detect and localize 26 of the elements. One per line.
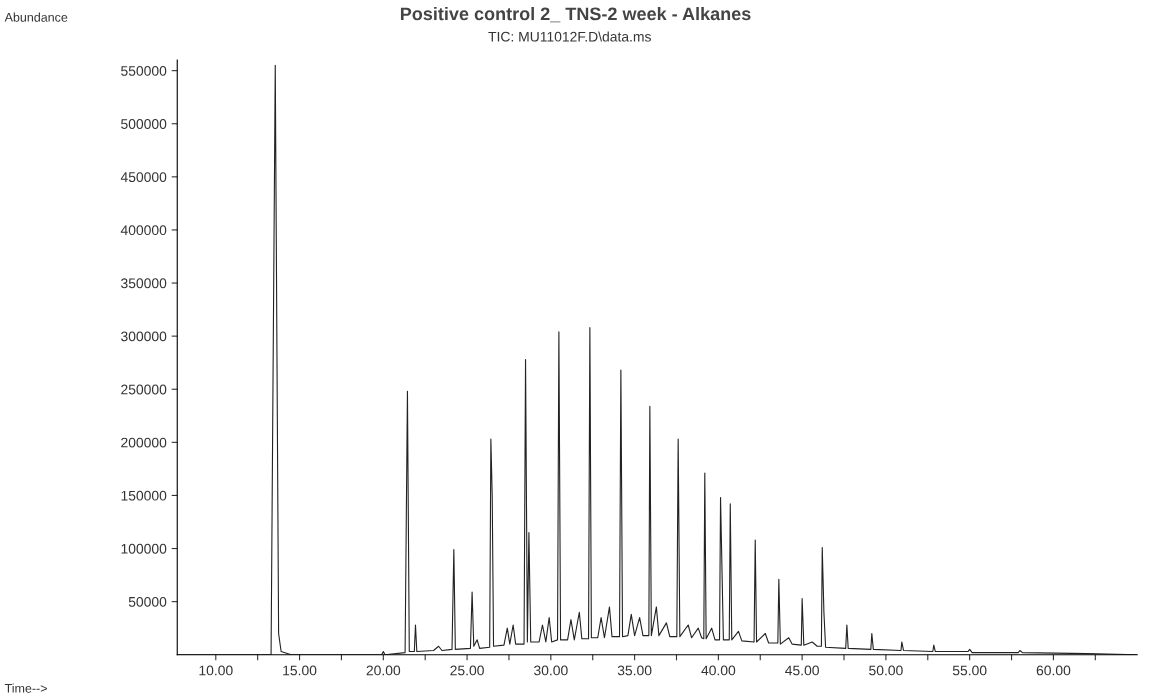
y-tick-label: 350000 — [121, 278, 167, 289]
x-tick-label: 30.00 — [533, 665, 568, 676]
x-tick-label: 25.00 — [450, 665, 484, 676]
y-tick-label: 550000 — [121, 65, 167, 76]
x-tick-label: 45.00 — [785, 665, 819, 676]
x-tick-label: 60.00 — [1036, 665, 1071, 676]
x-tick-label: 40.00 — [701, 665, 736, 676]
x-tick-label: 35.00 — [617, 665, 652, 676]
y-tick-label: 300000 — [121, 331, 167, 342]
y-tick-label: 250000 — [121, 384, 167, 395]
text: Time--> — [4, 683, 47, 693]
y-tick-label: 450000 — [120, 172, 167, 183]
y-tick-label: 100000 — [121, 543, 167, 554]
text: Abundance — [4, 12, 68, 22]
y-tick-label: 150000 — [121, 490, 167, 501]
x-tick-label: 15.00 — [283, 665, 317, 676]
text: TIC: MU11012F.D\data.ms — [488, 31, 651, 42]
chart-title: Positive control 2_ TNS-2 week - Alkanes — [400, 6, 751, 23]
y-tick-label: 200000 — [121, 437, 167, 448]
y-tick-label: 50000 — [128, 596, 167, 607]
x-tick-label: 55.00 — [952, 665, 987, 676]
x-tick-label: 50.00 — [869, 665, 903, 676]
y-tick-label: 400000 — [120, 225, 167, 236]
y-tick-label: 500000 — [121, 119, 167, 129]
x-tick-label: 10.00 — [199, 665, 233, 676]
x-tick-label: 20.00 — [366, 665, 401, 676]
